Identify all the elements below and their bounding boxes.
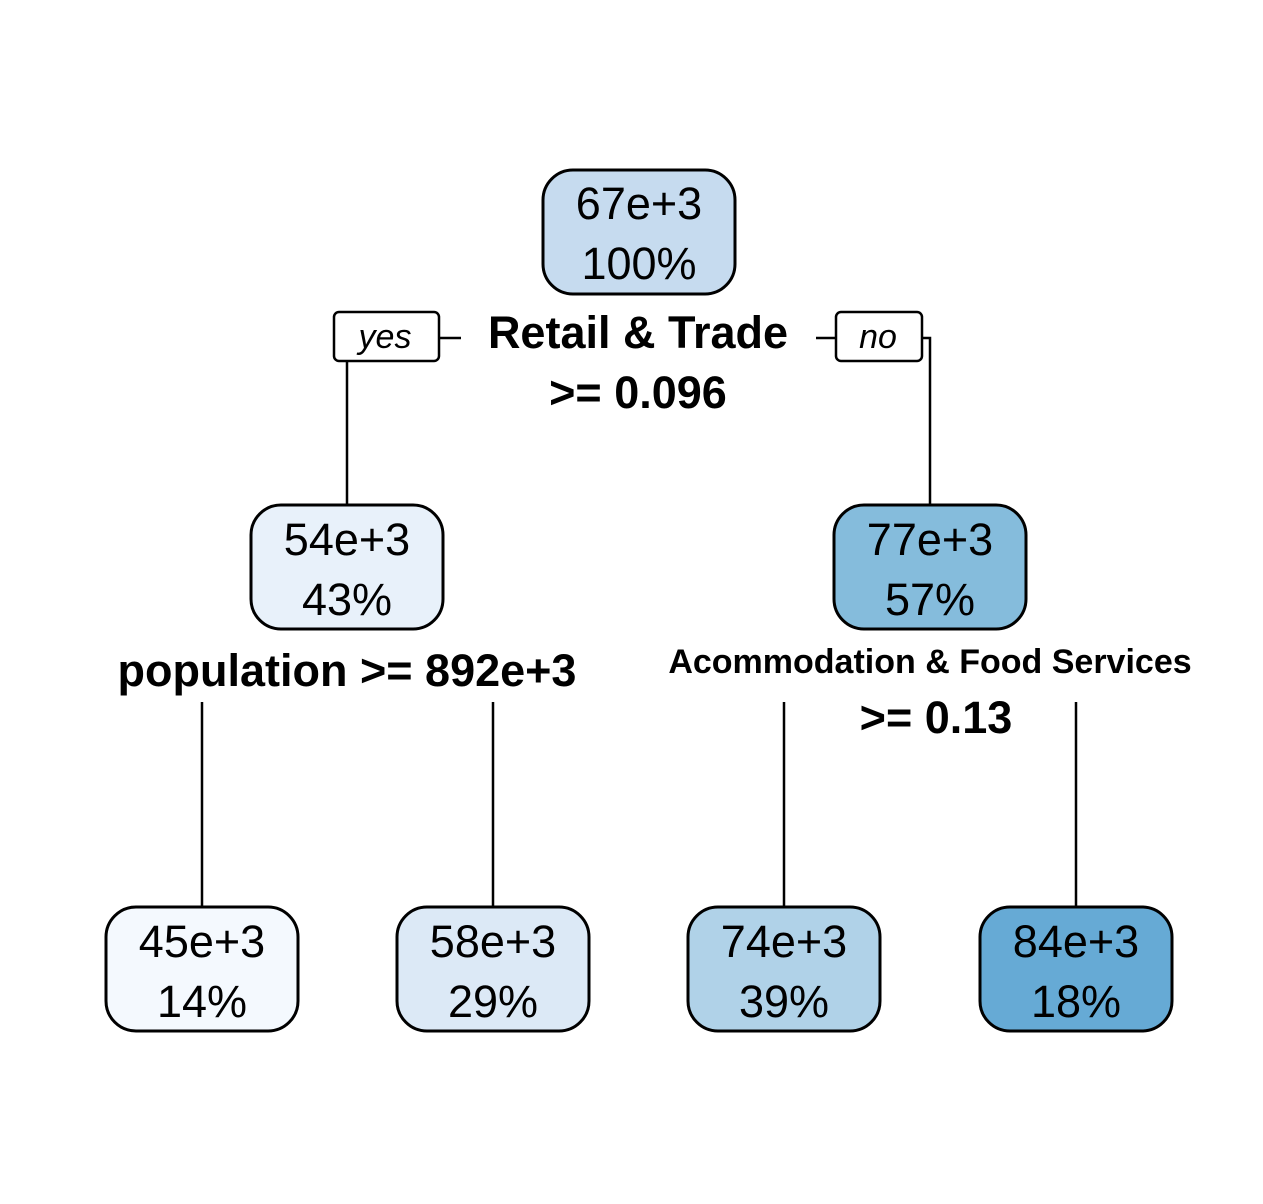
leaf-node-1-box xyxy=(104,905,300,1033)
right-node-percent: 57% xyxy=(885,574,975,625)
root-split-label-line2: >= 0.096 xyxy=(549,367,727,418)
right-node-value: 77e+3 xyxy=(867,514,993,565)
left-split-label: population >= 892e+3 xyxy=(118,645,577,696)
root-node: 67e+3 100% xyxy=(541,168,737,296)
left-node: 54e+3 43% xyxy=(249,503,445,631)
leaf-node-3: 74e+3 39% xyxy=(686,905,882,1033)
leaf-node-3-percent: 39% xyxy=(739,976,829,1027)
right-node-box xyxy=(832,503,1028,631)
leaf-node-2-value: 58e+3 xyxy=(430,916,556,967)
left-node-box xyxy=(249,503,445,631)
leaf-node-1: 45e+3 14% xyxy=(104,905,300,1033)
root-node-value: 67e+3 xyxy=(576,178,702,229)
leaf-node-4-percent: 18% xyxy=(1031,976,1121,1027)
no-label-box xyxy=(834,310,924,363)
yes-label-text: yes xyxy=(357,318,412,356)
leaf-node-4-value: 84e+3 xyxy=(1013,916,1139,967)
root-node-percent: 100% xyxy=(581,238,696,289)
right-split-label-line2: >= 0.13 xyxy=(860,692,1013,743)
edge-root-right xyxy=(922,336,932,505)
yes-label-box xyxy=(332,310,441,363)
leaf-node-4: 84e+3 18% xyxy=(978,905,1174,1033)
no-branch-label: no xyxy=(834,310,924,363)
right-split-label-line1: Acommodation & Food Services xyxy=(668,643,1191,681)
leaf-node-3-value: 74e+3 xyxy=(721,916,847,967)
no-label-text: no xyxy=(859,318,897,356)
left-node-percent: 43% xyxy=(302,574,392,625)
leaf-node-1-value: 45e+3 xyxy=(139,916,265,967)
leaf-node-2: 58e+3 29% xyxy=(395,905,591,1033)
yes-branch-label: yes xyxy=(332,310,441,363)
left-node-value: 54e+3 xyxy=(284,514,410,565)
leaf-node-2-box xyxy=(395,905,591,1033)
root-node-box xyxy=(541,168,737,296)
leaf-node-1-percent: 14% xyxy=(157,976,247,1027)
root-split-label-line1: Retail & Trade xyxy=(488,307,788,358)
leaf-node-3-box xyxy=(686,905,882,1033)
leaf-node-4-box xyxy=(978,905,1174,1033)
right-node: 77e+3 57% xyxy=(832,503,1028,631)
leaf-node-2-percent: 29% xyxy=(448,976,538,1027)
